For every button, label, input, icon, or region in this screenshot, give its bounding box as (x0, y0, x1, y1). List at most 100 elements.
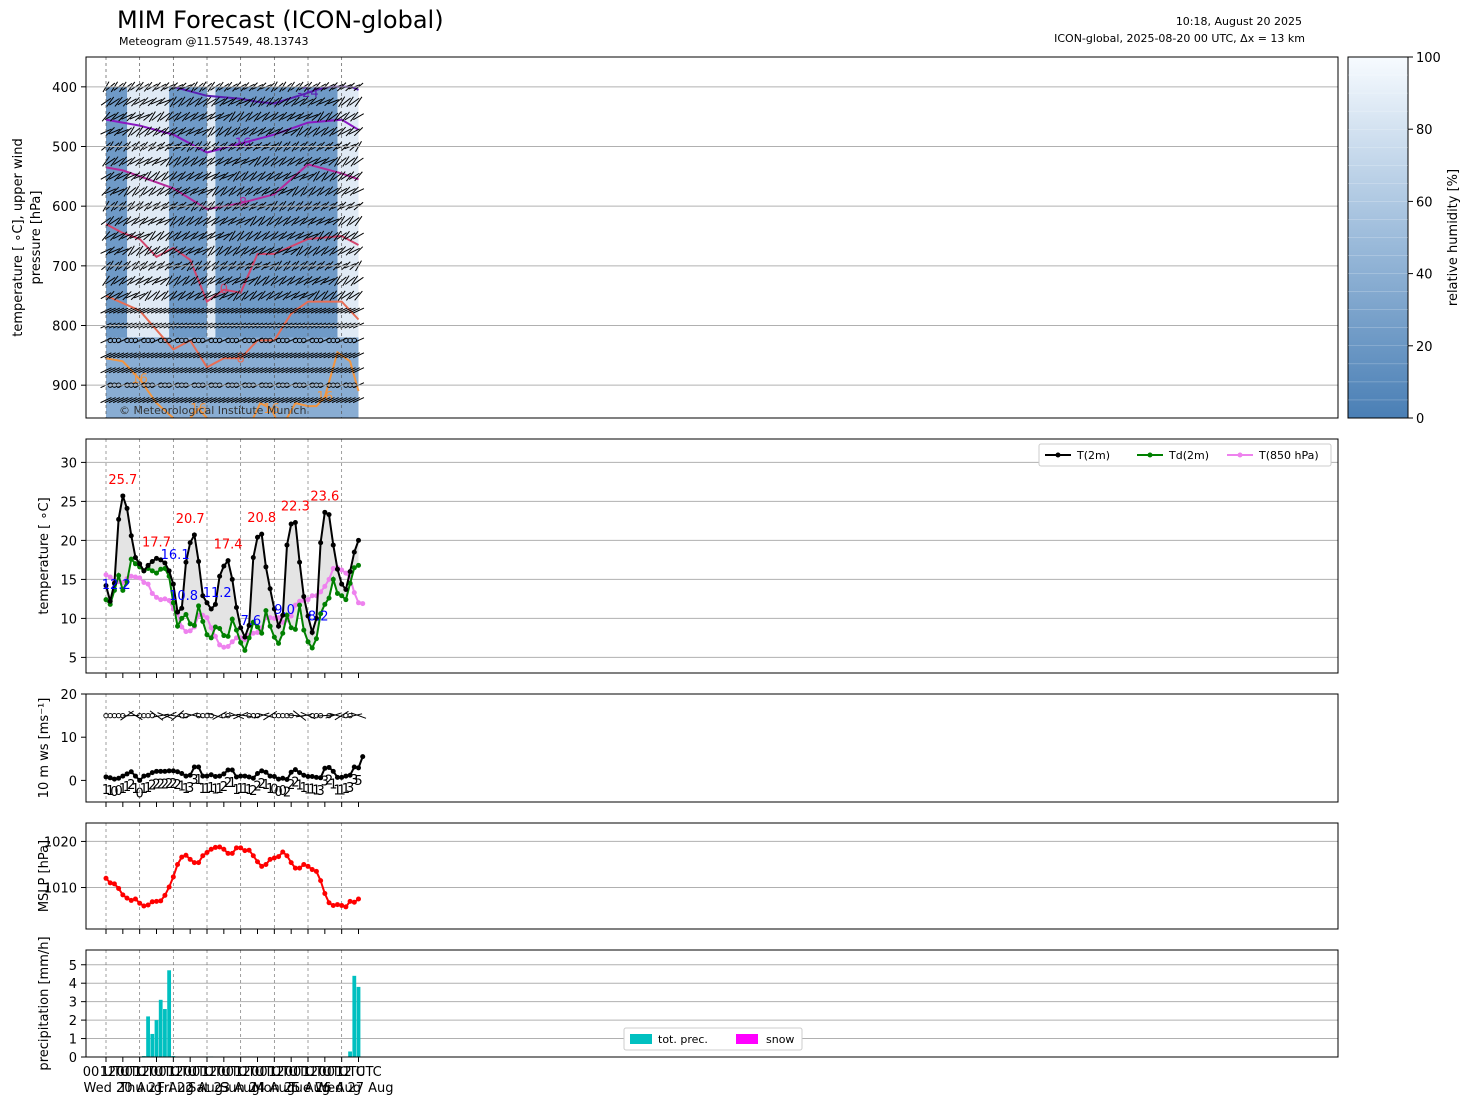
wind-barb (223, 276, 233, 286)
data-point (255, 770, 261, 776)
wind-barb (113, 113, 125, 120)
wind-barb (285, 352, 297, 359)
wind-barb (197, 367, 209, 374)
data-point (322, 509, 328, 515)
data-point (103, 774, 109, 780)
wind-barb (209, 367, 222, 374)
wind-barb (113, 127, 124, 136)
wind-barb (101, 231, 111, 241)
wind-barb (230, 98, 243, 105)
wind-barb (332, 247, 343, 255)
extreme-label: 11.2 (203, 586, 232, 601)
wind-speed-label: 1 (215, 782, 223, 797)
data-point (179, 605, 185, 611)
wind-barb (263, 710, 278, 721)
wind-barb (302, 292, 314, 299)
data-point (229, 767, 235, 773)
wind-barb (159, 112, 171, 121)
wind-barb (268, 292, 280, 300)
wind-barb (126, 112, 136, 122)
wind-barb (256, 352, 268, 359)
wind-barb (319, 352, 331, 359)
data-point (255, 859, 261, 865)
wind-barb (105, 290, 115, 301)
wind-barb (155, 127, 167, 136)
wind-barb (209, 113, 222, 120)
wind-barb (252, 128, 263, 135)
wind-barb (180, 397, 192, 404)
data-point (313, 774, 319, 780)
wind-barb (312, 126, 321, 137)
wind-speed-label: 1 (178, 779, 186, 794)
extreme-label: 25.7 (108, 473, 137, 488)
wind-barb (172, 217, 183, 226)
calm-marker (275, 712, 282, 719)
wind-barb (239, 218, 251, 224)
wind-barb (344, 397, 356, 404)
wind-barb (270, 111, 279, 122)
wind-barb (227, 247, 238, 255)
wind-barb (350, 111, 359, 122)
wind-barb (285, 248, 297, 254)
data-point (217, 773, 223, 779)
data-point (356, 896, 362, 902)
wind-barb (159, 307, 171, 314)
wind-barb (163, 172, 175, 181)
wind-barb (108, 173, 120, 180)
wind-barb (218, 233, 230, 239)
data-point (154, 594, 160, 600)
wind-barb (108, 307, 121, 314)
wind-barb (185, 246, 195, 256)
wind-barb (142, 218, 154, 225)
wind-barb (247, 307, 259, 314)
wind-barb (261, 230, 271, 242)
wind-barb (260, 217, 272, 226)
x-tick-label: 12 UTC (234, 1065, 280, 1080)
wind-barb (324, 97, 334, 107)
y-tick-label: 1010 (44, 882, 77, 897)
wind-barb (117, 307, 129, 314)
data-point (330, 565, 336, 571)
wind-barb (285, 337, 297, 344)
wind-barb (146, 277, 158, 284)
data-point (128, 769, 134, 775)
wind-barb (243, 291, 255, 300)
wind-barb (281, 232, 293, 240)
wind-barb (193, 277, 204, 285)
data-point (120, 773, 126, 779)
data-point (132, 574, 138, 580)
wind-barb (104, 367, 116, 374)
wind-barb (319, 231, 330, 241)
wind-barb (353, 113, 364, 121)
wind-barb (332, 128, 343, 136)
wind-speed-label: 1 (300, 781, 308, 796)
wind-barb (274, 290, 283, 301)
wind-barb (348, 397, 360, 404)
x-tick-label: 12 UTC (302, 1065, 348, 1080)
chart-title: MIM Forecast (ICON-global) (117, 6, 444, 34)
wind-barb (161, 171, 169, 182)
data-point (309, 867, 315, 873)
precip-bar (158, 999, 163, 1057)
wind-barb (256, 276, 267, 285)
wind-barb (340, 352, 352, 359)
wind-barb (231, 156, 242, 166)
calm-marker (141, 712, 147, 719)
extreme-label: 10.8 (169, 589, 198, 604)
wind-barb (125, 307, 137, 314)
wind-speed-label: 2 (173, 778, 181, 793)
model-run-info: ICON-global, 2025-08-20 00 UTC, Δx = 13 … (1054, 32, 1305, 45)
wind-barb (281, 277, 293, 285)
data-point (137, 575, 143, 581)
data-point (280, 630, 286, 636)
data-point (246, 847, 252, 853)
wind-barb (122, 216, 132, 227)
calm-marker (254, 712, 261, 719)
wind-barb (222, 307, 234, 314)
wind-barb (172, 128, 184, 135)
rh-dry-zone (207, 86, 216, 338)
wind-barb (307, 216, 317, 226)
wind-barb (314, 277, 327, 284)
data-point (208, 846, 214, 852)
wind-barb (252, 216, 263, 226)
